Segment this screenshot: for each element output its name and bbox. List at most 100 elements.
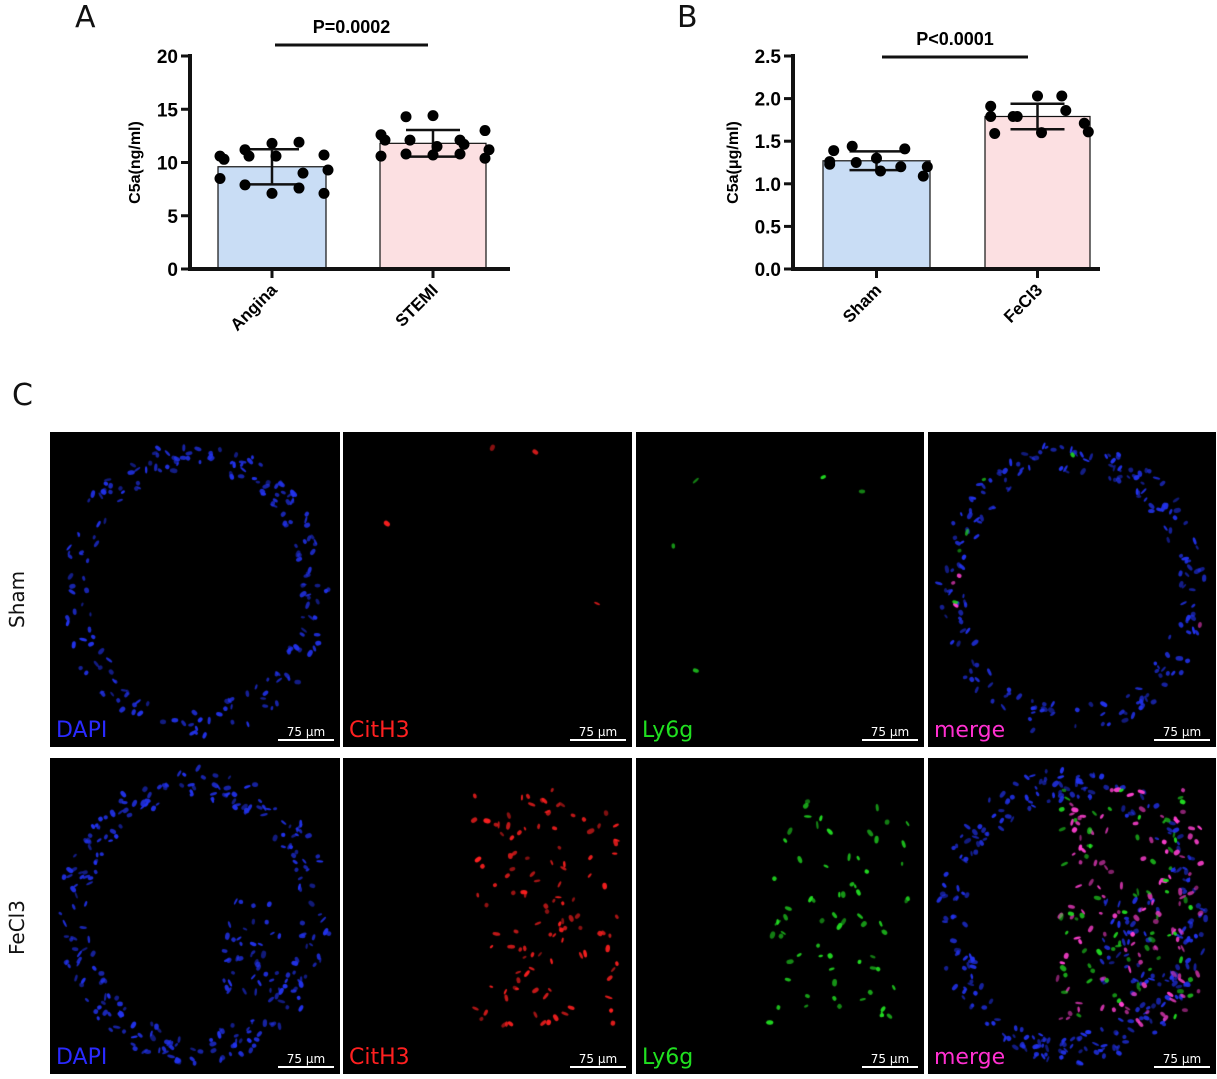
row-label-sham: Sham [5,570,29,628]
y-tick-label: 1.5 [755,132,782,153]
scale-bar: 75 μm [570,726,626,741]
data-point [1060,105,1072,117]
scale-bar: 75 μm [278,1053,334,1068]
fluorescence-image [50,758,340,1074]
micrograph-sham-dapi: DAPI 75 μm [50,432,340,747]
y-tick-label: 0 [167,260,178,281]
x-tick-label: Angina [227,280,282,335]
micrograph-fecl3-dapi: DAPI 75 μm [50,758,340,1074]
data-point [322,164,334,176]
bar-Sham [822,160,931,270]
fluorescence-image [636,758,924,1074]
data-point [400,111,412,123]
data-point [479,152,491,164]
panel-letter-b: B [677,0,698,35]
data-point [266,137,278,149]
x-tick-label: STEMI [392,280,442,330]
data-point [985,100,997,112]
channel-label: Ly6g [642,1045,694,1070]
data-point [379,134,391,146]
data-point [1036,127,1047,139]
micrograph-sham-merge: merge 75 μm [928,432,1216,747]
y-axis-label: C5a(ng/ml) [127,121,144,204]
data-point [828,145,840,157]
data-point [1011,110,1023,122]
channel-label: merge [934,1045,1006,1070]
data-point [1056,90,1068,102]
data-point [427,110,439,122]
y-axis-label: C5a(μg/ml) [725,121,742,204]
data-point [871,152,882,164]
y-tick-label: 0.5 [755,217,782,238]
data-point [875,165,886,177]
data-point [431,141,443,153]
data-point [846,140,858,152]
fluorescence-image [928,432,1216,747]
bar-STEMI [379,142,487,270]
channel-label: DAPI [56,1045,108,1070]
channel-label: CitH3 [349,718,410,743]
y-tick-label: 2.0 [755,90,781,111]
data-point [850,157,862,168]
scale-bar: 75 μm [570,1053,626,1068]
fluorescence-image [343,758,632,1074]
data-point [243,150,255,162]
data-point [1032,90,1043,102]
p-value: P<0.0001 [916,29,994,49]
channel-label: Ly6g [642,718,694,743]
fluorescence-image [343,432,632,747]
y-tick-label: 1.0 [755,175,781,196]
data-point [293,182,305,194]
data-point [899,143,911,155]
fluorescence-image [636,432,924,747]
y-tick-label: 2.5 [755,47,782,68]
micrograph-fecl3-ly6g: Ly6g 75 μm [636,758,924,1074]
micrograph-sham-ly6g: Ly6g 75 μm [636,432,924,747]
channel-label: merge [934,718,1006,743]
data-point [458,138,470,150]
data-point [239,179,251,191]
data-point [400,148,412,160]
data-point [917,170,929,182]
data-point [270,150,282,162]
data-point [318,149,330,161]
bar-charts: Angina STEMI 0 5 10 15 20 C5a(ng/ml) P=0.0002 Sha… [127,17,1100,335]
data-point [483,144,495,156]
x-tick-label: Sham [839,280,885,326]
scale-bar: 75 μm [1154,1053,1210,1068]
data-point [266,187,278,199]
data-point [214,172,226,184]
channel-label: DAPI [56,718,108,743]
data-point [985,110,997,122]
y-tick-label: 5 [167,207,178,228]
p-value: P=0.0002 [313,17,391,37]
data-point [375,150,387,162]
data-point [297,167,309,179]
data-point [427,149,439,161]
scale-bar: 75 μm [862,1053,918,1068]
data-point [318,187,330,199]
data-point [479,125,491,137]
data-point [404,134,416,146]
x-tick-label: FeCl3 [1000,280,1046,326]
y-tick-label: 20 [157,47,178,68]
data-point [1078,117,1090,129]
data-point [989,128,1001,140]
micrograph-fecl3-merge: merge 75 μm [928,758,1216,1074]
data-point [454,148,466,160]
micrograph-fecl3-cith3: CitH3 75 μm [343,758,632,1074]
micrograph-sham-cith3: CitH3 75 μm [343,432,632,747]
data-point [921,161,933,173]
scale-bar: 75 μm [278,726,334,741]
panel-letter-c: C [12,378,33,413]
y-tick-label: 15 [157,100,179,121]
bar-FeCl3 [984,115,1091,270]
scale-bar: 75 μm [1154,726,1210,741]
fluorescence-image [50,432,340,747]
panel-letter-a: A [75,0,96,35]
channel-label: CitH3 [349,1045,410,1070]
data-point [293,136,305,148]
fluorescence-image [928,758,1216,1074]
row-label-fecl3: FeCl3 [5,900,29,955]
data-point [895,161,907,173]
